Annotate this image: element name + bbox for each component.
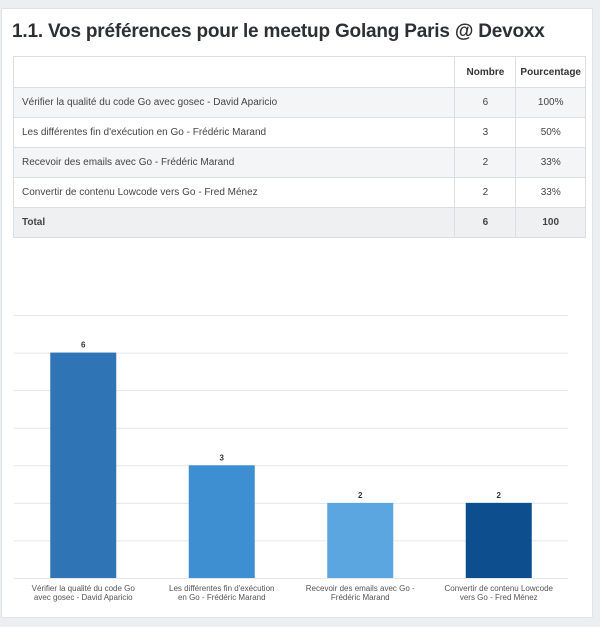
category-tick-label: Recevoir des emails avec Go -Frédéric Ma… — [306, 584, 415, 602]
row-label: Vérifier la qualité du code Go avec gose… — [12, 87, 456, 118]
row-label: Recevoir des emails avec Go - Frédéric M… — [12, 147, 456, 178]
table-header-row: Nombre Pourcentage — [12, 56, 586, 88]
bar — [327, 502, 394, 578]
bar-value-label: 2 — [358, 491, 363, 500]
bar-chart-svg: 6 Vérifier la qualité du code Go avec gose… — [14, 315, 568, 602]
category-tick-label: Convertir de contenu Lowcode vers Go - Fr… — [444, 584, 553, 602]
row-count: 2 — [454, 147, 517, 178]
bar-value-label: 2 — [497, 491, 502, 500]
bar-value-label: 3 — [220, 453, 225, 462]
row-percent: 100% — [515, 87, 586, 118]
page-title: 1.1. Vos préférences pour le meetup Gola… — [12, 21, 545, 42]
header-percent: Pourcentage — [515, 56, 586, 88]
total-percent: 100 — [515, 207, 586, 238]
bar — [50, 352, 117, 578]
bar-chart: 6 Vérifier la qualité du code Go avec gose… — [2, 307, 590, 617]
header-label — [12, 56, 456, 88]
row-percent: 33% — [515, 177, 586, 208]
total-count: 6 — [454, 207, 517, 238]
bar — [188, 465, 255, 578]
row-count: 6 — [454, 87, 517, 118]
table-row: Les différentes fin d'exécution en Go - … — [12, 117, 586, 148]
header-count: Nombre — [454, 56, 517, 88]
table-row: Convertir de contenu Lowcode vers Go - F… — [12, 177, 586, 208]
results-table: Nombre Pourcentage Vérifier la qualité d… — [12, 56, 586, 238]
row-percent: 50% — [515, 117, 586, 148]
results-panel: 1.1. Vos préférences pour le meetup Gola… — [1, 8, 593, 618]
bar-value-label: 6 — [81, 341, 86, 350]
table-total-row: Total 6 100 — [12, 207, 586, 238]
category-tick-label: Les différentes fin d'exécution en Go - F… — [169, 584, 274, 602]
bar — [465, 502, 532, 578]
row-count: 2 — [454, 177, 517, 208]
row-label: Convertir de contenu Lowcode vers Go - F… — [12, 177, 456, 208]
table-row: Recevoir des emails avec Go - Frédéric M… — [12, 147, 586, 178]
total-label: Total — [12, 207, 456, 238]
category-tick-label: Vérifier la qualité du code Go avec gosec… — [32, 584, 136, 602]
row-label: Les différentes fin d'exécution en Go - … — [12, 117, 456, 148]
table-row: Vérifier la qualité du code Go avec gose… — [12, 87, 586, 118]
row-percent: 33% — [515, 147, 586, 178]
row-count: 3 — [454, 117, 517, 148]
